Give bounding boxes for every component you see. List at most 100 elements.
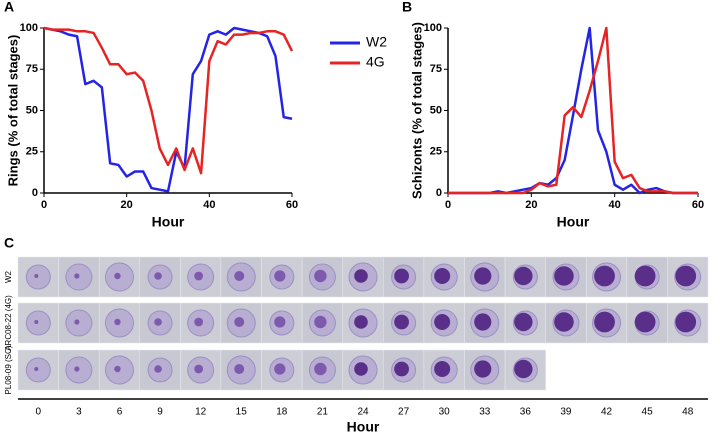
parasite: [114, 272, 121, 280]
panel-label: B: [402, 0, 412, 15]
parasite: [154, 318, 162, 326]
hour-label: 42: [601, 407, 613, 418]
y-tick-label: 50: [26, 104, 38, 116]
hour-label: 45: [642, 407, 654, 418]
parasite: [354, 315, 368, 329]
hour-label: 27: [398, 407, 410, 418]
parasite: [194, 364, 204, 374]
parasite: [154, 272, 162, 280]
parasite: [194, 271, 204, 281]
parasite: [474, 360, 492, 378]
parasite: [474, 267, 492, 285]
x-tick-label: 60: [286, 199, 298, 211]
hour-label: 18: [276, 407, 288, 418]
cell-body: [25, 310, 51, 336]
hour-label: 24: [357, 407, 369, 418]
parasite: [74, 319, 80, 325]
parasite: [194, 317, 204, 327]
x-tick-label: 0: [445, 199, 451, 211]
y-axis-title: Schizonts (% of total stages): [409, 22, 424, 199]
data-line: [448, 26, 698, 195]
parasite: [74, 273, 80, 279]
hour-label: 30: [439, 407, 451, 418]
x-axis-title: Hour: [152, 214, 185, 230]
hour-label: 9: [157, 407, 163, 418]
y-tick-label: 100: [20, 22, 38, 34]
row-label: ARC08-22 (4G): [4, 295, 13, 351]
hour-label: 0: [36, 407, 42, 418]
parasite: [354, 269, 368, 283]
parasite: [234, 271, 245, 281]
parasite: [274, 363, 286, 375]
cell-body: [25, 264, 51, 290]
data-line: [43, 26, 293, 193]
data-line: [448, 26, 698, 195]
parasite: [114, 365, 121, 373]
parasite: [514, 359, 533, 379]
parasite: [514, 312, 533, 332]
parasite: [474, 313, 492, 331]
hour-label: 15: [236, 407, 248, 418]
parasite: [675, 311, 697, 333]
parasite: [154, 365, 162, 373]
parasite: [554, 266, 574, 286]
x-tick-label: 20: [525, 199, 537, 211]
y-axis-title: Rings (% of total stages): [5, 35, 20, 187]
panel-label: A: [4, 0, 14, 15]
row-label: PL08-09 (SC): [4, 345, 13, 394]
parasite: [434, 268, 451, 284]
parasite: [434, 314, 451, 330]
parasite: [434, 361, 451, 377]
parasite: [514, 266, 533, 286]
hour-label: 12: [195, 407, 207, 418]
x-axis-title: Hour: [347, 419, 380, 435]
cell-body: [25, 357, 51, 383]
y-tick-label: 25: [430, 146, 442, 158]
x-tick-label: 60: [692, 199, 704, 211]
parasite: [274, 316, 286, 328]
y-tick-label: 0: [436, 187, 442, 199]
parasite: [34, 367, 39, 371]
parasite: [314, 362, 327, 376]
legend-label: W2: [366, 34, 387, 50]
hour-label: 39: [560, 407, 572, 418]
parasite: [314, 269, 327, 283]
y-tick-label: 50: [430, 104, 442, 116]
legend-label: 4G: [366, 54, 385, 70]
parasite: [234, 317, 245, 327]
x-tick-label: 0: [41, 199, 47, 211]
parasite: [675, 265, 697, 287]
parasite: [634, 311, 656, 333]
parasite: [354, 362, 368, 376]
parasite: [114, 318, 121, 326]
hour-label: 6: [117, 407, 123, 418]
parasite: [554, 312, 574, 332]
x-axis-title: Hour: [557, 214, 590, 230]
y-tick-label: 25: [26, 146, 38, 158]
hour-label: 36: [520, 407, 532, 418]
panel-label: C: [4, 235, 14, 251]
parasite: [274, 270, 286, 282]
parasite: [394, 314, 409, 330]
parasite: [314, 315, 327, 329]
hour-label: 21: [317, 407, 329, 418]
parasite: [234, 364, 245, 374]
parasite: [594, 265, 615, 287]
hour-label: 48: [682, 407, 694, 418]
hour-label: 3: [76, 407, 82, 418]
parasite: [394, 361, 409, 377]
parasite: [34, 320, 39, 324]
x-tick-label: 20: [121, 199, 133, 211]
row-label: W2: [4, 270, 13, 283]
parasite: [594, 311, 615, 333]
x-tick-label: 40: [203, 199, 215, 211]
y-tick-label: 100: [424, 22, 442, 34]
y-tick-label: 75: [26, 63, 38, 75]
parasite: [394, 268, 409, 284]
data-line: [43, 26, 294, 175]
y-tick-label: 75: [430, 63, 442, 75]
y-tick-label: 0: [32, 187, 38, 199]
hour-label: 33: [479, 407, 491, 418]
parasite: [34, 274, 39, 278]
